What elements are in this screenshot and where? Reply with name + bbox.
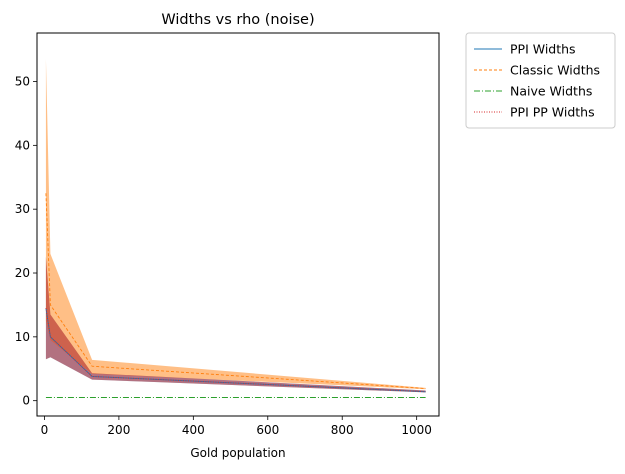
point-ppi-pp-widths-2 — [91, 376, 92, 377]
x-tick-label: 0 — [41, 423, 49, 437]
legend-label: Classic Widths — [510, 63, 600, 78]
legend: PPI Widths Classic Widths Naive Widths PPI … — [465, 32, 616, 129]
point-ppi-pp-widths-3 — [425, 391, 426, 392]
y-tick-label: 0 — [22, 394, 30, 408]
point-classic-widths-2 — [91, 366, 92, 367]
y-tick-label: 30 — [15, 202, 30, 216]
line-ppi-pp-widths — [45, 308, 426, 393]
point-classic-widths-0 — [45, 193, 46, 194]
legend-label: PPI PP Widths — [510, 105, 595, 120]
x-tick-label: 800 — [331, 423, 354, 437]
legend-label: PPI Widths — [510, 42, 576, 57]
point-classic-widths-3 — [425, 388, 426, 389]
y-axis: 0 10 20 30 40 50 — [15, 75, 37, 408]
y-tick-label: 40 — [15, 138, 30, 152]
y-tick-label: 20 — [15, 266, 30, 280]
point-ppi-pp-widths-1 — [50, 336, 51, 337]
x-tick-label: 600 — [256, 423, 279, 437]
point-naive-widths-0 — [45, 397, 46, 398]
legend-frame — [465, 32, 616, 129]
y-tick-label: 10 — [15, 330, 30, 344]
point-naive-widths-1 — [50, 397, 51, 398]
x-axis-label: Gold population — [190, 446, 285, 460]
x-axis: 0 200 400 600 800 1000 — [41, 416, 432, 437]
point-classic-widths-1 — [50, 304, 51, 305]
y-tick-label: 50 — [15, 75, 30, 89]
x-tick-label: 400 — [182, 423, 205, 437]
plot-border — [36, 32, 440, 417]
point-naive-widths-3 — [425, 397, 426, 398]
plot-area — [37, 33, 439, 416]
x-tick-label: 1000 — [401, 423, 432, 437]
line-classic-widths — [45, 193, 426, 390]
legend-label: Naive Widths — [510, 84, 592, 99]
point-naive-widths-2 — [91, 397, 92, 398]
x-tick-label: 200 — [107, 423, 130, 437]
chart-title: Widths vs rho (noise) — [161, 12, 314, 28]
confidence-bands — [45, 59, 426, 393]
band-classic-widths — [45, 59, 426, 390]
point-ppi-pp-widths-0 — [45, 308, 46, 309]
series-lines — [45, 193, 426, 398]
